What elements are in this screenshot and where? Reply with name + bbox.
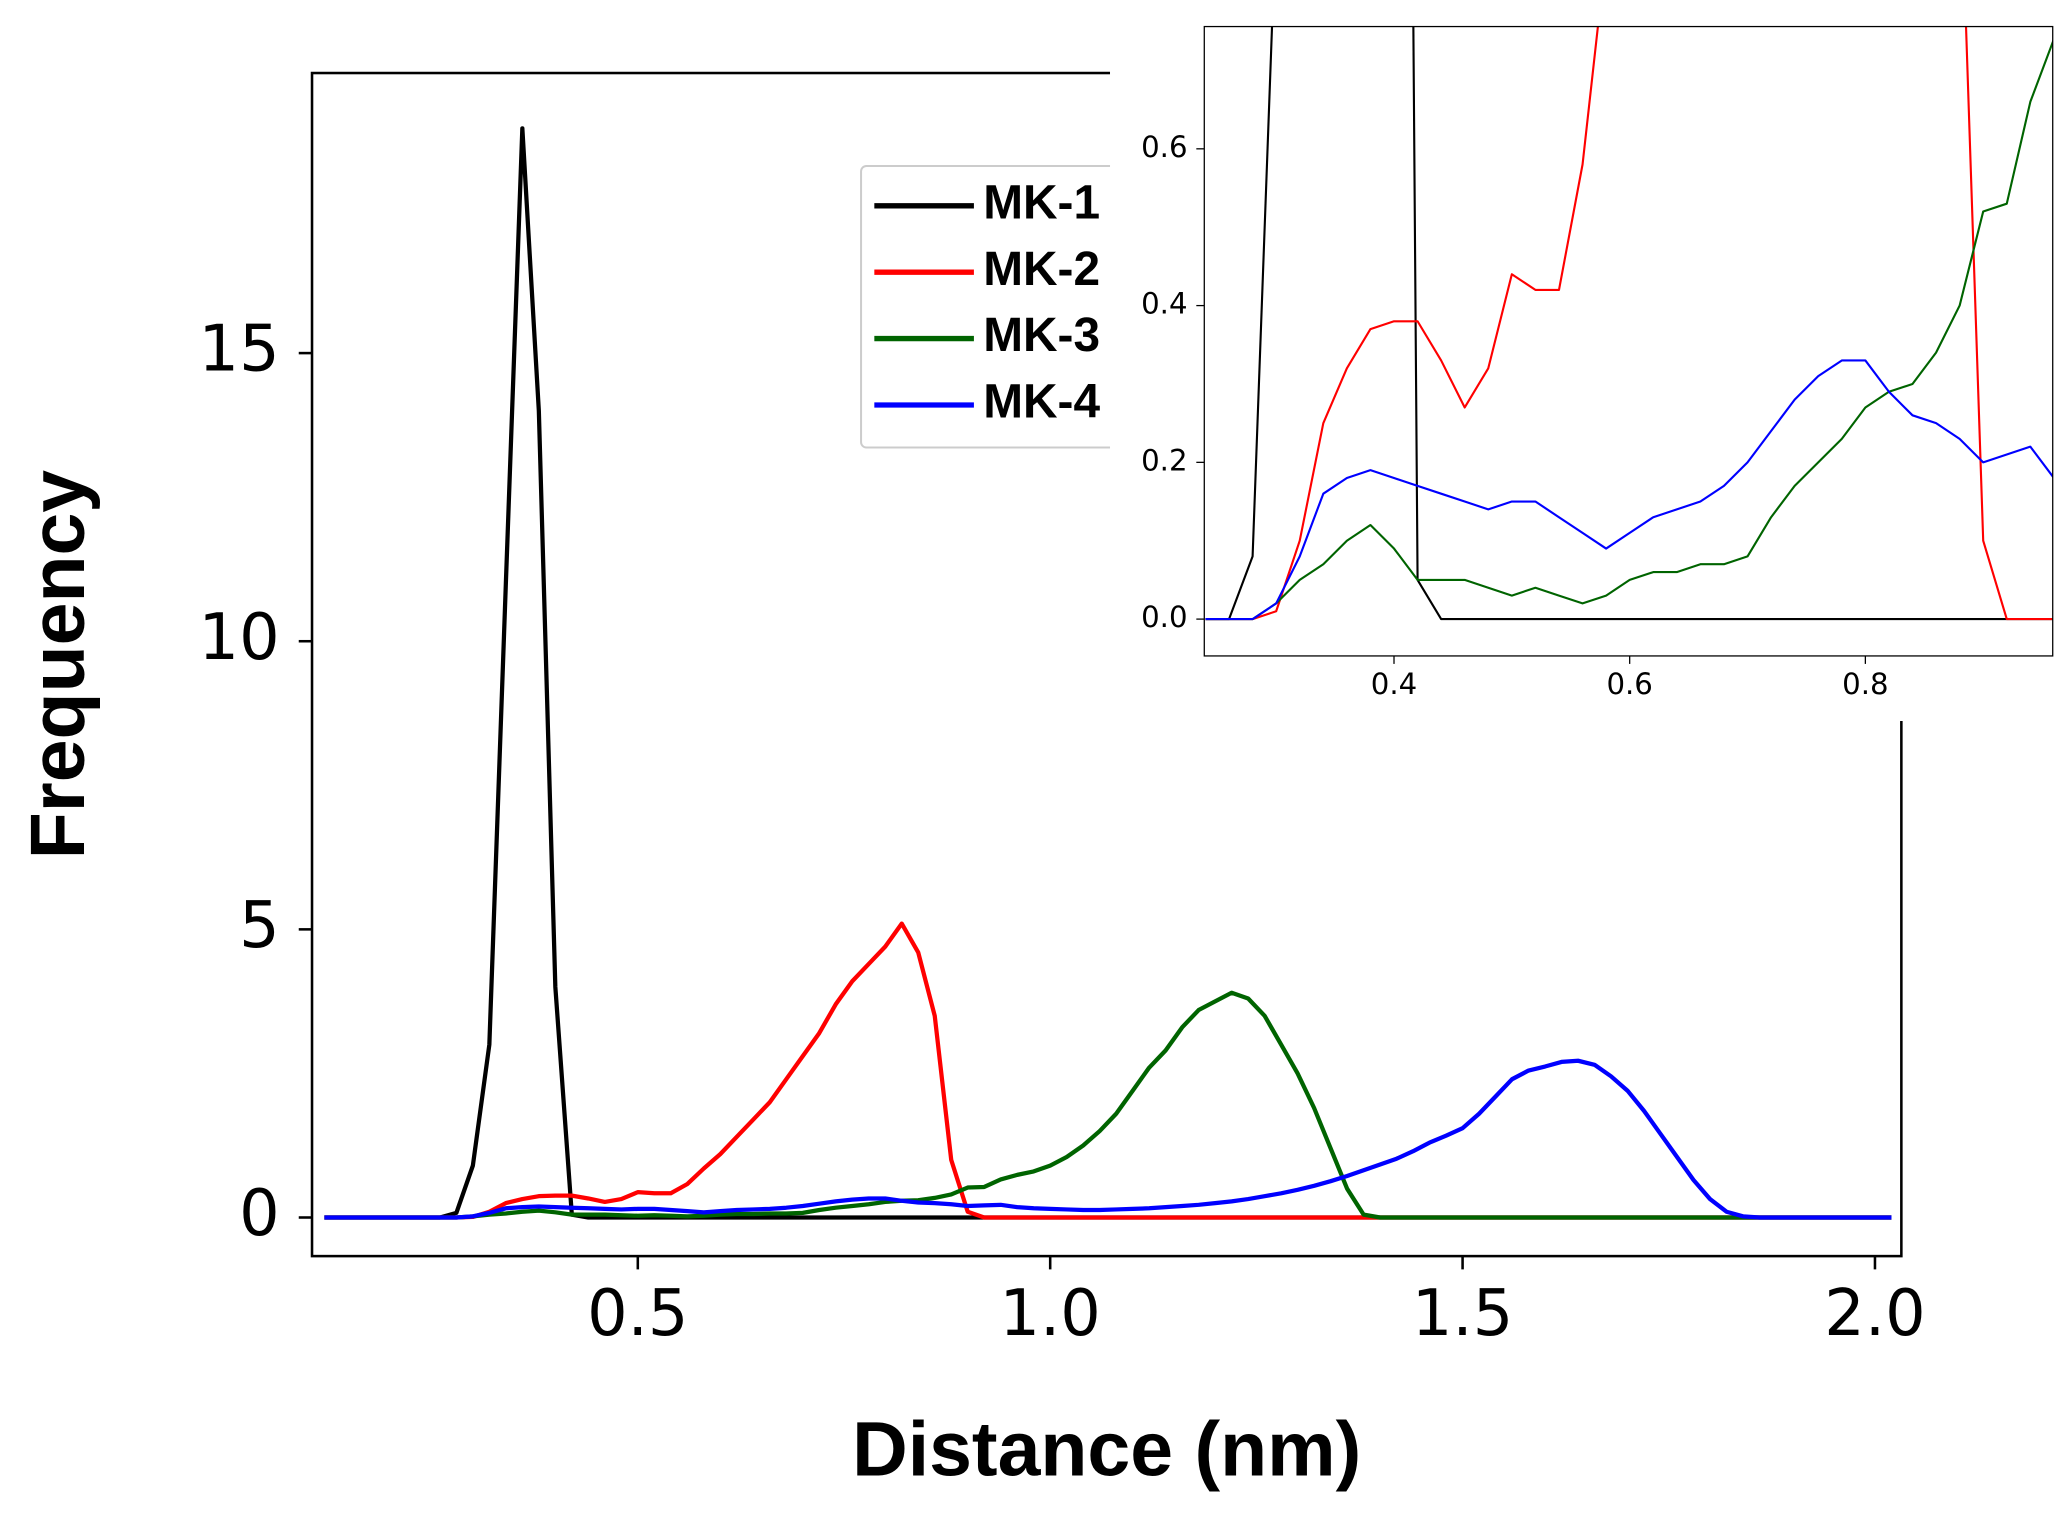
legend-label: MK-3 <box>983 309 1100 362</box>
plot-frame <box>1203 25 2054 657</box>
data-line <box>324 1058 1892 1220</box>
y-tick-label: 5 <box>239 889 280 963</box>
y-tick-label: 10 <box>199 601 280 675</box>
data-line <box>1205 359 2053 621</box>
legend: MK-1 MK-2 MK-3 MK-4 <box>860 164 1185 449</box>
x-tick-label: 1.0 <box>1000 1277 1101 1351</box>
x-tick-label: 2.0 <box>1824 1277 1925 1351</box>
y-axis-label: Frequency <box>15 470 101 860</box>
x-tick-label: 0.4 <box>1371 667 1417 701</box>
inset-chart: 0.4 0.6 0.8 0.0 0.2 0.4 0.6 <box>1141 25 2054 701</box>
legend-label: MK-2 <box>983 243 1100 296</box>
plot-area <box>324 126 1892 1220</box>
y-tick-label: 15 <box>199 313 280 387</box>
data-line <box>324 990 1892 1220</box>
y-tick-label: 0.2 <box>1141 443 1187 477</box>
plot-area <box>1205 26 2053 621</box>
legend-label: MK-1 <box>983 176 1100 229</box>
data-line <box>1205 26 2053 621</box>
data-line <box>1205 39 2053 621</box>
x-tick-label: 0.5 <box>587 1277 688 1351</box>
x-tick-label: 0.8 <box>1842 667 1888 701</box>
y-tick-label: 0.4 <box>1141 287 1187 321</box>
data-line <box>1205 26 2053 621</box>
main-chart: 0.5 1.0 1.5 2.0 0 5 10 15 Distance (nm) Frequency… <box>15 71 1926 1493</box>
y-tick-label: 0 <box>239 1177 280 1251</box>
x-tick-label: 0.6 <box>1606 667 1652 701</box>
x-tick-label: 1.5 <box>1412 1277 1513 1351</box>
y-tick-label: 0.0 <box>1141 600 1187 634</box>
y-tick-label: 0.6 <box>1141 130 1187 164</box>
x-axis-label: Distance (nm) <box>852 1407 1361 1493</box>
legend-label: MK-4 <box>983 376 1100 429</box>
